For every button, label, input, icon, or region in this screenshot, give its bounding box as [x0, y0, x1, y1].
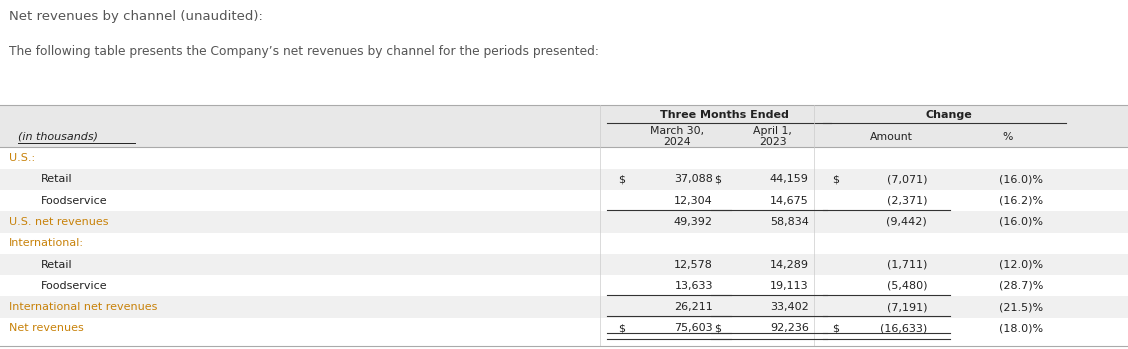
Text: $: $: [618, 174, 625, 184]
Text: (9,442): (9,442): [887, 217, 927, 227]
Text: (16,633): (16,633): [880, 324, 927, 333]
Text: International net revenues: International net revenues: [9, 302, 158, 312]
Bar: [0, 190, 1128, 211]
Text: International:: International:: [9, 238, 83, 248]
Text: (5,480): (5,480): [887, 281, 927, 291]
Bar: [0, 211, 1128, 232]
Text: (16.2)%: (16.2)%: [999, 195, 1043, 206]
Text: The following table presents the Company’s net revenues by channel for the perio: The following table presents the Company…: [9, 45, 599, 58]
Text: 14,675: 14,675: [770, 195, 809, 206]
Text: $: $: [832, 324, 839, 333]
Text: Three Months Ended: Three Months Ended: [660, 110, 790, 120]
Text: 58,834: 58,834: [770, 217, 809, 227]
Text: (16.0)%: (16.0)%: [999, 217, 1043, 227]
Text: %: %: [1002, 132, 1013, 142]
Text: 13,633: 13,633: [675, 281, 713, 291]
Text: 37,088: 37,088: [675, 174, 713, 184]
Text: 19,113: 19,113: [770, 281, 809, 291]
Text: (7,071): (7,071): [887, 174, 927, 184]
Bar: [0, 232, 1128, 254]
Text: (21.5)%: (21.5)%: [999, 302, 1043, 312]
Text: 14,289: 14,289: [769, 260, 809, 269]
Text: $: $: [714, 324, 721, 333]
Bar: [0, 147, 1128, 169]
Text: $: $: [832, 174, 839, 184]
Text: 33,402: 33,402: [770, 302, 809, 312]
Text: (18.0)%: (18.0)%: [999, 324, 1043, 333]
Text: 12,578: 12,578: [675, 260, 713, 269]
Text: U.S. net revenues: U.S. net revenues: [9, 217, 108, 227]
Text: U.S.:: U.S.:: [9, 153, 35, 163]
Text: 26,211: 26,211: [675, 302, 713, 312]
Text: (7,191): (7,191): [887, 302, 927, 312]
Bar: [0, 105, 1128, 147]
Bar: [0, 254, 1128, 275]
Text: March 30,
2024: March 30, 2024: [650, 126, 704, 148]
Text: $: $: [618, 324, 625, 333]
Text: (12.0)%: (12.0)%: [999, 260, 1043, 269]
Bar: [0, 297, 1128, 318]
Bar: [0, 318, 1128, 339]
Text: 75,603: 75,603: [675, 324, 713, 333]
Text: $: $: [714, 174, 721, 184]
Text: (2,371): (2,371): [887, 195, 927, 206]
Text: Retail: Retail: [41, 260, 72, 269]
Text: Amount: Amount: [870, 132, 913, 142]
Text: Change: Change: [926, 110, 972, 120]
Text: (in thousands): (in thousands): [18, 132, 98, 142]
Text: Net revenues: Net revenues: [9, 324, 83, 333]
Text: (1,711): (1,711): [887, 260, 927, 269]
Bar: [0, 275, 1128, 297]
Text: Foodservice: Foodservice: [41, 281, 107, 291]
Text: 44,159: 44,159: [770, 174, 809, 184]
Text: (16.0)%: (16.0)%: [999, 174, 1043, 184]
Text: 49,392: 49,392: [673, 217, 713, 227]
Text: Retail: Retail: [41, 174, 72, 184]
Text: Net revenues by channel (unaudited):: Net revenues by channel (unaudited):: [9, 10, 263, 23]
Text: 92,236: 92,236: [770, 324, 809, 333]
Bar: [0, 169, 1128, 190]
Text: Foodservice: Foodservice: [41, 195, 107, 206]
Text: 12,304: 12,304: [675, 195, 713, 206]
Text: April 1,
2023: April 1, 2023: [754, 126, 792, 148]
Text: (28.7)%: (28.7)%: [999, 281, 1043, 291]
